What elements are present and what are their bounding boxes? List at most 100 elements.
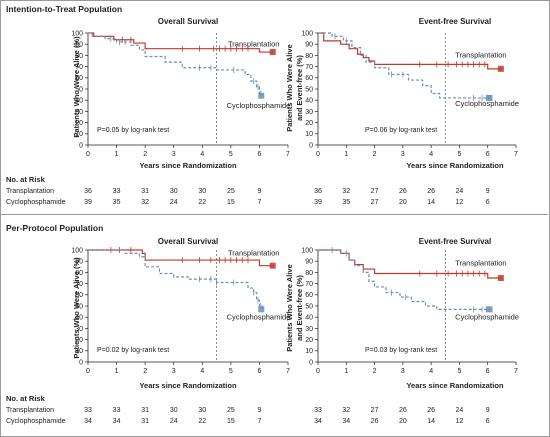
risk-count-cyclophosphamide: 34 [342,418,350,425]
x-tick-label: 4 [429,151,433,158]
risk-table-itt: No. at Risk Transplantation Cyclophospha… [6,175,490,206]
risk-row-label-transplantation: Transplantation [6,407,54,414]
risk-count-transplantation: 25 [227,407,235,414]
risk-count-cyclophosphamide: 7 [257,199,261,206]
y-tick-label: 0 [309,142,313,149]
risk-count-cyclophosphamide: 22 [198,199,206,206]
risk-count-transplantation: 32 [342,188,350,195]
risk-count-transplantation: 36 [84,188,92,195]
x-tick-label: 0 [86,368,90,375]
y-tick-label: 20 [75,337,83,344]
series-end-marker [497,275,504,281]
section-title-pp: Per-Protocol Population [6,223,104,233]
x-tick-label: 2 [143,151,147,158]
p-value-label: P=0.05 by log-rank test [97,127,169,134]
section-divider [0,214,548,215]
panel-title: Event-free Survival [419,237,491,246]
risk-count-transplantation: 33 [314,407,322,414]
risk-row-label-cyclophosphamide: Cyclophosphamide [6,199,66,206]
risk-count-transplantation: 30 [170,188,178,195]
section-title-itt: Intention-to-Treat Population [6,4,123,14]
y-tick-label: 50 [75,86,83,93]
risk-count-cyclophosphamide: 14 [427,418,435,425]
risk-count-transplantation: 9 [486,407,490,414]
y-tick-label: 0 [79,142,83,149]
x-tick-label: 4 [200,368,204,375]
series-end-marker [269,49,276,56]
y-tick-label: 30 [75,109,83,116]
risk-count-transplantation: 30 [170,407,178,414]
y-tick-label: 0 [79,359,83,366]
y-tick-label: 100 [71,30,83,37]
x-tick-label: 2 [143,368,147,375]
risk-count-transplantation: 26 [427,188,435,195]
p-value-label: P=0.02 by log-rank test [97,347,169,354]
x-tick-label: 6 [486,368,490,375]
x-axis-label: Years since Randomization [139,381,237,390]
annotation-cyclophosphamide: Cyclophosphamide [227,312,291,321]
risk-count-cyclophosphamide: 12 [456,199,464,206]
y-tick-label: 0 [309,359,313,366]
risk-table-header: No. at Risk [6,175,46,184]
y-tick-label: 100 [71,247,83,254]
risk-count-transplantation: 31 [141,407,149,414]
y-tick-label: 90 [305,259,313,266]
risk-count-transplantation: 33 [113,407,121,414]
risk-count-cyclophosphamide: 27 [371,199,379,206]
risk-count-transplantation: 31 [141,188,149,195]
p-value-label: P=0.06 by log-rank test [365,127,437,134]
y-tick-label: 80 [305,53,313,60]
x-tick-label: 0 [316,151,320,158]
y-axis-label: Patients Who Were Alive (%) [72,257,81,359]
series-end-marker [497,65,504,72]
risk-table-pp: No. at Risk Transplantation Cyclophospha… [6,394,490,425]
risk-count-transplantation: 27 [371,407,379,414]
x-tick-label: 7 [286,151,290,158]
y-axis-label: Patients Who Were Alive (%) [72,36,81,138]
annotation-transplantation: Transplantation [455,259,506,268]
y-tick-label: 40 [75,315,83,322]
y-tick-label: 80 [305,270,313,277]
risk-count-transplantation: 33 [113,188,121,195]
x-tick-label: 5 [229,368,233,375]
risk-count-cyclophosphamide: 15 [227,199,235,206]
y-tick-label: 10 [305,348,313,355]
y-tick-label: 60 [305,292,313,299]
x-axis-label: Years since Randomization [406,161,504,170]
y-axis-label-line-2: and Event-free (%) [295,275,304,341]
x-tick-label: 4 [429,368,433,375]
risk-count-cyclophosphamide: 35 [113,199,121,206]
y-axis-label-line-1: Patients Who Were Alive [285,264,294,352]
risk-count-cyclophosphamide: 24 [170,418,178,425]
x-tick-label: 1 [344,368,348,375]
risk-count-transplantation: 27 [371,188,379,195]
risk-count-transplantation: 24 [456,407,464,414]
x-tick-label: 7 [514,151,518,158]
risk-count-cyclophosphamide: 39 [84,199,92,206]
series-line-cyclophosphamide [88,32,263,96]
y-tick-label: 10 [75,131,83,138]
risk-count-cyclophosphamide: 26 [371,418,379,425]
x-tick-label: 7 [514,368,518,375]
y-tick-label: 50 [305,303,313,310]
y-tick-label: 30 [305,326,313,333]
risk-count-cyclophosphamide: 39 [314,199,322,206]
x-tick-label: 6 [257,151,261,158]
risk-row-label-cyclophosphamide: Cyclophosphamide [6,418,66,425]
y-tick-label: 20 [75,120,83,127]
y-tick-label: 90 [75,42,83,49]
y-tick-label: 40 [305,315,313,322]
risk-count-transplantation: 25 [227,188,235,195]
series-line-cyclophosphamide [318,249,491,310]
x-axis-label: Years since Randomization [139,161,237,170]
y-tick-label: 100 [301,30,313,37]
risk-count-cyclophosphamide: 6 [486,199,490,206]
y-tick-label: 60 [75,292,83,299]
risk-count-cyclophosphamide: 22 [198,418,206,425]
risk-count-transplantation: 32 [342,407,350,414]
p-value-label: P=0.03 by log-rank test [365,347,437,354]
y-tick-label: 50 [305,86,313,93]
panel-itt-event-free-survival: Event-free Survival Years since Randomiz… [285,17,519,170]
x-tick-label: 6 [257,368,261,375]
risk-count-transplantation: 26 [399,188,407,195]
